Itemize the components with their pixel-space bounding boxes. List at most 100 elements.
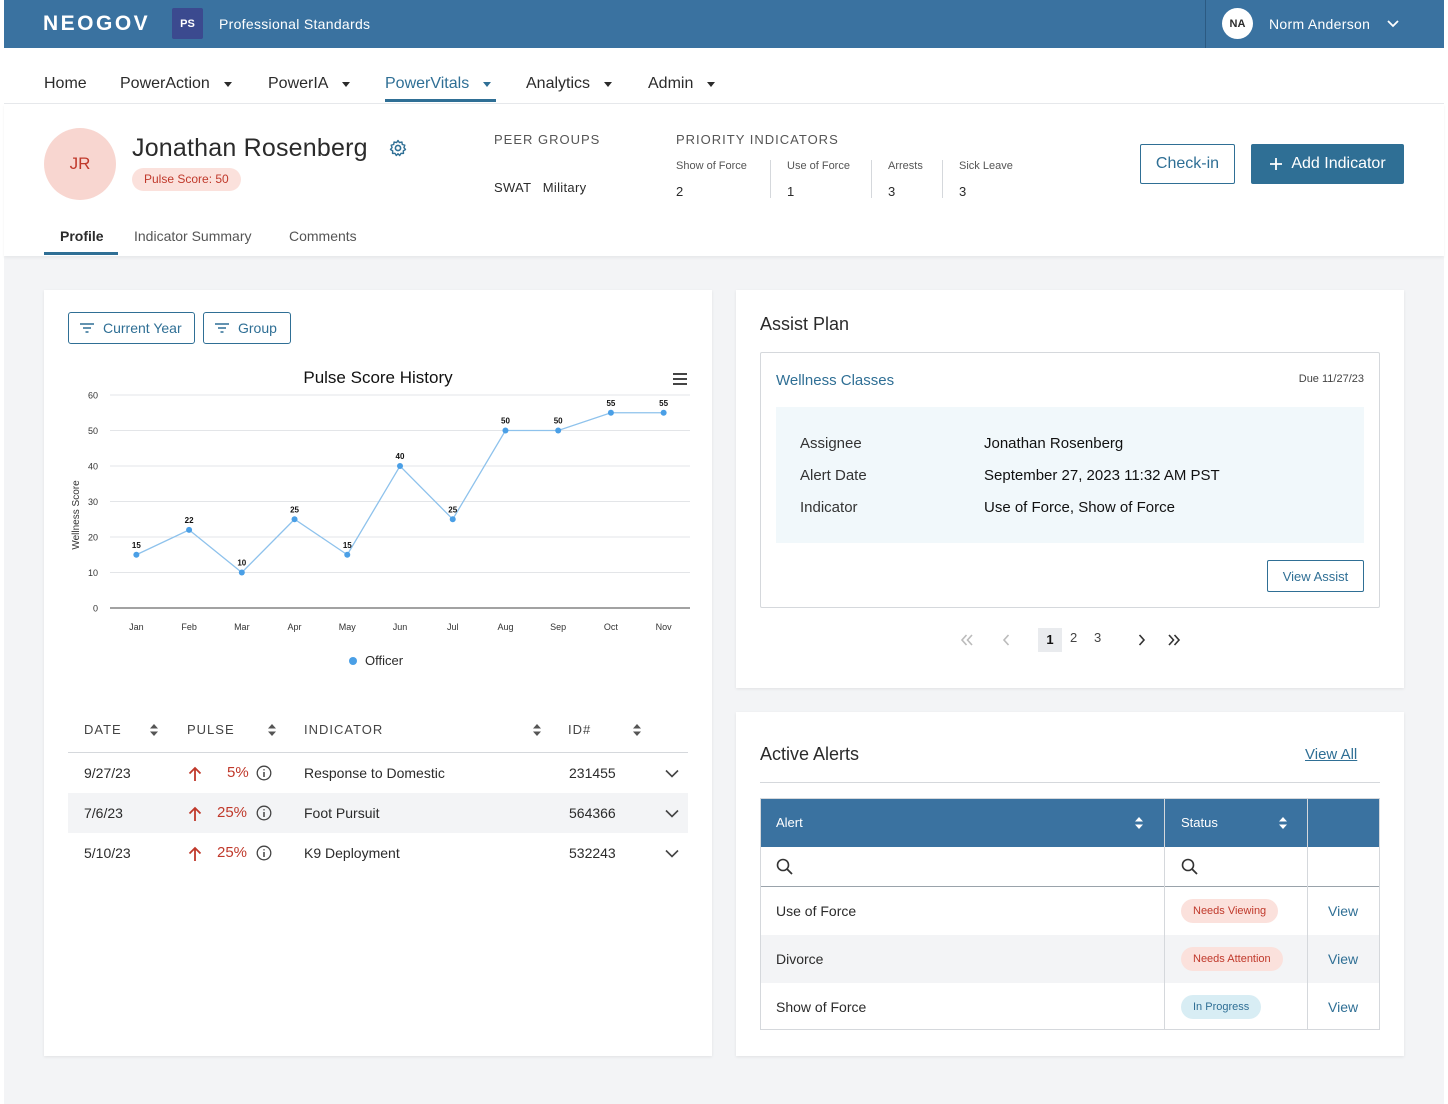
- user-avatar[interactable]: NA: [1222, 8, 1253, 39]
- col-header-pulse[interactable]: PULSE: [187, 722, 276, 737]
- status-badge: Needs Viewing: [1181, 899, 1279, 923]
- user-name[interactable]: Norm Anderson: [1269, 16, 1371, 32]
- menu-icon[interactable]: [672, 372, 688, 386]
- tab-indicator-summary[interactable]: Indicator Summary: [134, 228, 252, 244]
- status-badge: In Progress: [1181, 995, 1262, 1019]
- col-header-date[interactable]: DATE: [84, 722, 158, 737]
- table-row[interactable]: 7/6/23 25% Foot Pursuit 564366: [68, 793, 688, 833]
- data-point[interactable]: [607, 409, 614, 416]
- prev-page-icon[interactable]: [1002, 634, 1010, 646]
- profile-header: JR Jonathan Rosenberg Pulse Score: 50 PE…: [4, 104, 1444, 256]
- alert-column-header[interactable]: Alert: [776, 815, 803, 830]
- app-name[interactable]: Professional Standards: [219, 16, 371, 32]
- data-point[interactable]: [660, 409, 667, 416]
- table-row[interactable]: 9/27/23 5% Response to Domestic 231455: [68, 753, 688, 793]
- search-icon[interactable]: [776, 858, 794, 876]
- view-alert-link[interactable]: View: [1328, 999, 1359, 1015]
- alert-name: Use of Force: [776, 903, 857, 919]
- alert-date-value: September 27, 2023 11:32 AM PST: [984, 467, 1220, 484]
- col-header-id[interactable]: ID#: [568, 722, 642, 737]
- data-point[interactable]: [344, 551, 351, 558]
- nav-poweraction[interactable]: PowerAction: [120, 75, 232, 93]
- view-alert-link[interactable]: View: [1328, 951, 1359, 967]
- logo[interactable]: NEOGOV: [43, 12, 151, 35]
- priority-indicators-label: PRIORITY INDICATORS: [676, 132, 839, 147]
- data-label: 25: [448, 505, 457, 514]
- view-alert-link[interactable]: View: [1328, 903, 1359, 919]
- alert-row[interactable]: Use of Force Needs Viewing View: [761, 887, 1379, 935]
- col-header-label: ID#: [568, 722, 592, 737]
- indicator-value: 3: [959, 184, 967, 199]
- info-icon[interactable]: [256, 805, 272, 821]
- indicator-use-of-force: Use of Force 1: [770, 160, 850, 199]
- sort-icon[interactable]: [267, 723, 276, 737]
- x-tick-label: Jun: [393, 622, 408, 632]
- col-header-label: DATE: [84, 722, 122, 737]
- legend-label[interactable]: Officer: [365, 653, 404, 668]
- nav-poweria[interactable]: PowerIA: [268, 75, 351, 93]
- y-tick-label: 40: [88, 462, 98, 472]
- sort-icon[interactable]: [633, 723, 642, 737]
- chevron-down-icon[interactable]: [1386, 14, 1400, 32]
- active-alerts-title: Active Alerts: [760, 744, 860, 764]
- sort-icon[interactable]: [1279, 816, 1287, 830]
- filter-icon: [80, 323, 94, 333]
- view-all-link[interactable]: View All: [1305, 746, 1358, 763]
- chevron-down-icon[interactable]: [665, 849, 679, 858]
- nav-home[interactable]: Home: [44, 75, 87, 93]
- data-point[interactable]: [291, 516, 298, 523]
- assist-plan-link[interactable]: Wellness Classes: [776, 372, 895, 389]
- nav-analytics[interactable]: Analytics: [526, 75, 613, 93]
- check-in-button[interactable]: Check-in: [1140, 144, 1235, 184]
- status-column-header[interactable]: Status: [1181, 815, 1218, 830]
- next-page-icon[interactable]: [1138, 634, 1146, 646]
- x-tick-label: Sep: [550, 622, 566, 632]
- y-tick-label: 50: [88, 426, 98, 436]
- tab-comments[interactable]: Comments: [289, 228, 357, 244]
- sort-icon[interactable]: [533, 723, 542, 737]
- nav-label: Admin: [648, 75, 694, 92]
- page-1[interactable]: 1: [1038, 628, 1062, 652]
- page-3[interactable]: 3: [1094, 630, 1102, 645]
- indicator-label: Indicator: [800, 499, 858, 516]
- group-filter[interactable]: Group: [203, 312, 291, 344]
- y-tick-label: 60: [88, 391, 98, 401]
- first-page-icon[interactable]: [960, 634, 974, 646]
- column-divider: [1307, 799, 1308, 1029]
- sort-icon[interactable]: [149, 723, 158, 737]
- gear-icon[interactable]: [388, 138, 408, 158]
- data-point[interactable]: [449, 516, 456, 523]
- sort-icon[interactable]: [1135, 816, 1143, 830]
- data-point[interactable]: [238, 569, 245, 576]
- page-2[interactable]: 2: [1070, 630, 1078, 645]
- series-line: [136, 412, 664, 574]
- nav-admin[interactable]: Admin: [648, 75, 716, 93]
- data-point[interactable]: [186, 526, 193, 533]
- search-icon[interactable]: [1181, 858, 1199, 876]
- indicator-show-of-force: Show of Force 2: [676, 160, 747, 199]
- nav-active-indicator: [385, 99, 496, 102]
- view-assist-button[interactable]: View Assist: [1267, 560, 1364, 592]
- chevron-down-icon[interactable]: [665, 769, 679, 778]
- tab-profile[interactable]: Profile: [60, 228, 104, 244]
- add-indicator-button[interactable]: Add Indicator: [1251, 144, 1404, 184]
- caret-down-icon: [707, 81, 716, 87]
- alert-row[interactable]: Show of Force In Progress View: [761, 983, 1379, 1031]
- data-point[interactable]: [133, 551, 140, 558]
- alert-row[interactable]: Divorce Needs Attention View: [761, 935, 1379, 983]
- nav-powervitals[interactable]: PowerVitals: [385, 75, 492, 93]
- current-year-filter[interactable]: Current Year: [68, 312, 195, 344]
- row-indicator: Foot Pursuit: [304, 805, 380, 821]
- info-icon[interactable]: [256, 845, 272, 861]
- chevron-down-icon[interactable]: [665, 809, 679, 818]
- data-point[interactable]: [555, 427, 562, 434]
- info-icon[interactable]: [256, 765, 272, 781]
- data-point[interactable]: [502, 427, 509, 434]
- data-label: 55: [606, 399, 615, 408]
- data-point[interactable]: [397, 463, 403, 469]
- indicator-value: 3: [888, 184, 896, 199]
- table-row[interactable]: 5/10/23 25% K9 Deployment 532243: [68, 833, 688, 873]
- col-header-indicator[interactable]: INDICATOR: [304, 722, 542, 737]
- row-pulse: 25%: [217, 844, 248, 861]
- last-page-icon[interactable]: [1167, 634, 1181, 646]
